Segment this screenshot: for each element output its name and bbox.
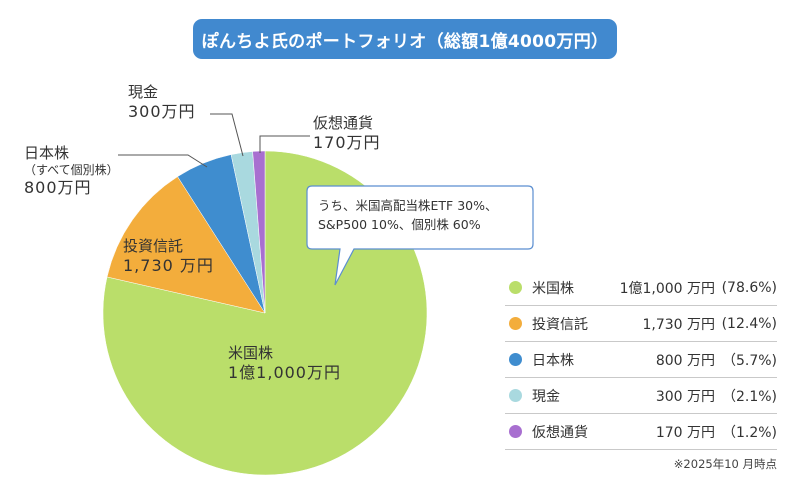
leader-line-crypto [259, 135, 310, 153]
legend-name: 現金 [532, 388, 560, 405]
legend-dot-icon [509, 353, 522, 366]
legend-value: 300 万円 [655, 388, 715, 405]
legend-dot-icon [509, 317, 522, 330]
legend-dot-icon [509, 425, 522, 438]
legend-value: 170 万円 [655, 424, 715, 441]
slice-label-cash-name: 現金 [128, 83, 159, 101]
legend-item: 現金 300 万円 （2.1%) [505, 378, 777, 414]
slice-label-jp: 日本株 （すべて個別株） 800万円 [24, 144, 119, 198]
slice-label-us-amount: 1億1,000万円 [228, 362, 341, 382]
callout-line-1: うち、米国高配当株ETF 30%、 [318, 198, 498, 213]
slice-label-jp-sub: （すべて個別株） [24, 162, 119, 177]
chart-title: ぽんちよ氏のポートフォリオ（総額1億4000万円） [193, 19, 617, 59]
legend-percent: （5.7%) [721, 352, 777, 369]
slice-label-us: 米国株 1億1,000万円 [228, 344, 341, 383]
slice-label-fund-name: 投資信託 [123, 237, 184, 255]
legend-name: 日本株 [532, 352, 574, 369]
slice-label-crypto: 仮想通貨 170万円 [313, 114, 381, 153]
legend-name: 投資信託 [532, 316, 588, 333]
legend-percent: (78.6%) [721, 279, 777, 296]
legend-item: 仮想通貨 170 万円 （1.2%) [505, 414, 777, 450]
callout-text: うち、米国高配当株ETF 30%、 S&P500 10%、個別株 60% [318, 196, 518, 235]
callout-line-2: S&P500 10%、個別株 60% [318, 217, 481, 233]
legend-name: 仮想通貨 [532, 424, 588, 441]
legend-name: 米国株 [532, 280, 574, 297]
legend-item: 米国株 1億1,000 万円 (78.6%) [505, 270, 777, 306]
slice-label-cash: 現金 300万円 [128, 83, 196, 122]
leader-line-cash [210, 113, 244, 157]
legend-dot-icon [509, 389, 522, 402]
legend-value: 1,730 万円 [642, 316, 715, 333]
slice-label-us-name: 米国株 [228, 344, 274, 362]
slice-label-fund: 投資信託 1,730 万円 [123, 237, 214, 276]
date-note: ※2025年10 月時点 [673, 457, 777, 471]
callout-bubble [306, 185, 534, 286]
legend-dot-icon [509, 281, 522, 294]
slice-label-fund-amount: 1,730 万円 [123, 255, 214, 275]
legend-percent: （1.2%) [721, 424, 777, 441]
slice-label-cash-amount: 300万円 [128, 101, 196, 121]
legend-percent: (12.4%) [721, 315, 777, 332]
slice-label-crypto-name: 仮想通貨 [313, 114, 374, 132]
legend-item: 日本株 800 万円 （5.7%) [505, 342, 777, 378]
legend: 米国株 1億1,000 万円 (78.6%) 投資信託 1,730 万円 (12… [505, 270, 777, 450]
legend-value: 1億1,000 万円 [619, 280, 715, 297]
pie-slice-1 [106, 176, 266, 314]
legend-percent: （2.1%) [721, 388, 777, 405]
leader-line-jp [118, 154, 208, 168]
slice-label-crypto-amount: 170万円 [313, 132, 381, 152]
legend-value: 800 万円 [655, 352, 715, 369]
pie-slice-4 [252, 150, 266, 314]
slice-label-jp-amount: 800万円 [24, 177, 92, 197]
legend-item: 投資信託 1,730 万円 (12.4%) [505, 306, 777, 342]
slice-label-jp-name: 日本株 [24, 144, 70, 162]
